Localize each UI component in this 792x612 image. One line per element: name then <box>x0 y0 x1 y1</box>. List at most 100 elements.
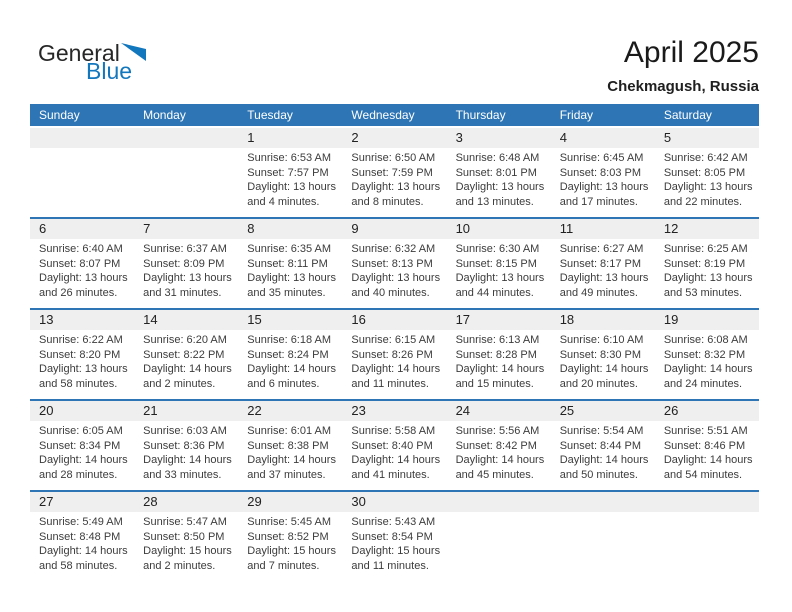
day-cell-7: 7 Sunrise: 6:37 AM Sunset: 8:09 PM Daylight… <box>134 219 239 308</box>
weekday-header-thursday: Thursday <box>455 108 506 122</box>
day-number: 16 <box>342 310 447 330</box>
day-number: 14 <box>134 310 239 330</box>
sunrise-text: Sunrise: 5:47 AM <box>143 516 227 528</box>
day-details: Sunrise: 6:35 AM Sunset: 8:11 PM Daylight:… <box>238 239 343 308</box>
day-details: Sunrise: 6:15 AM Sunset: 8:26 PM Daylight:… <box>342 330 447 399</box>
day-details: Sunrise: 5:45 AM Sunset: 8:52 PM Daylight:… <box>238 512 343 581</box>
sunrise-text: Sunrise: 6:01 AM <box>247 425 332 437</box>
day-number: 29 <box>238 492 343 512</box>
day-number: 3 <box>446 128 551 148</box>
day-number: 24 <box>446 401 551 421</box>
day-details <box>446 512 551 581</box>
day-details: Sunrise: 6:53 AM Sunset: 7:57 PM Daylight:… <box>238 148 343 217</box>
daylight-text: Daylight: 14 hours and 54 minutes. <box>663 454 753 481</box>
day-number: 26 <box>654 401 759 421</box>
day-number: 25 <box>550 401 655 421</box>
sunset-text: Sunset: 8:09 PM <box>143 257 225 270</box>
sunrise-text: Sunrise: 5:49 AM <box>39 516 123 528</box>
sunrise-text: Sunrise: 6:25 AM <box>663 243 748 255</box>
day-details: Sunrise: 6:32 AM Sunset: 8:13 PM Daylight:… <box>342 239 447 308</box>
day-details: Sunrise: 6:27 AM Sunset: 8:17 PM Daylight:… <box>550 239 655 308</box>
sunset-text: Sunset: 8:40 PM <box>351 439 433 452</box>
day-cell-21: 21 Sunrise: 6:03 AM Sunset: 8:36 PM Dayligh… <box>134 401 239 490</box>
day-details: Sunrise: 5:58 AM Sunset: 8:40 PM Daylight:… <box>342 421 447 490</box>
day-number <box>446 492 551 512</box>
day-cell-13: 13 Sunrise: 6:22 AM Sunset: 8:20 PM Dayligh… <box>30 310 135 399</box>
day-details <box>30 148 135 217</box>
sunset-text: Sunset: 8:52 PM <box>247 530 329 543</box>
day-cell-29: 29 Sunrise: 5:45 AM Sunset: 8:52 PM Dayligh… <box>238 492 343 581</box>
day-number: 7 <box>134 219 239 239</box>
sunrise-text: Sunrise: 6:03 AM <box>143 425 227 437</box>
daylight-text: Daylight: 13 hours and 22 minutes. <box>663 181 753 208</box>
sunset-text: Sunset: 8:07 PM <box>39 257 121 270</box>
day-details: Sunrise: 6:30 AM Sunset: 8:15 PM Daylight:… <box>446 239 551 308</box>
day-details: Sunrise: 6:40 AM Sunset: 8:07 PM Daylight:… <box>30 239 135 308</box>
sunset-text: Sunset: 8:01 PM <box>455 166 537 179</box>
sunrise-text: Sunrise: 6:42 AM <box>663 152 748 164</box>
day-number: 9 <box>342 219 447 239</box>
sunrise-text: Sunrise: 6:15 AM <box>351 334 436 346</box>
sunrise-text: Sunrise: 6:27 AM <box>559 243 644 255</box>
sunset-text: Sunset: 8:22 PM <box>143 348 225 361</box>
day-details: Sunrise: 6:13 AM Sunset: 8:28 PM Daylight:… <box>446 330 551 399</box>
day-details: Sunrise: 6:20 AM Sunset: 8:22 PM Daylight:… <box>134 330 239 399</box>
day-details: Sunrise: 6:03 AM Sunset: 8:36 PM Daylight:… <box>134 421 239 490</box>
daylight-text: Daylight: 13 hours and 53 minutes. <box>663 272 753 299</box>
weekday-header-row: Sunday Monday Tuesday Wednesday Thursday Frid… <box>30 104 759 126</box>
day-number: 12 <box>654 219 759 239</box>
day-details: Sunrise: 6:45 AM Sunset: 8:03 PM Daylight:… <box>550 148 655 217</box>
sunset-text: Sunset: 8:17 PM <box>559 257 642 270</box>
daylight-text: Daylight: 14 hours and 33 minutes. <box>143 454 232 481</box>
calendar-title-block: April 2025 Chekmagush, Russia <box>607 36 759 95</box>
day-details <box>134 148 239 217</box>
sunrise-text: Sunrise: 6:53 AM <box>247 152 332 164</box>
daylight-text: Daylight: 15 hours and 11 minutes. <box>351 545 441 572</box>
day-cell-19: 19 Sunrise: 6:08 AM Sunset: 8:32 PM Dayligh… <box>654 310 759 399</box>
day-details: Sunrise: 6:05 AM Sunset: 8:34 PM Daylight:… <box>30 421 135 490</box>
daylight-text: Daylight: 14 hours and 58 minutes. <box>39 545 128 572</box>
day-number <box>134 128 239 148</box>
day-cell-empty <box>654 492 759 581</box>
day-number: 20 <box>30 401 135 421</box>
daylight-text: Daylight: 14 hours and 41 minutes. <box>351 454 441 481</box>
logo-text-blue: Blue <box>86 58 133 84</box>
day-details: Sunrise: 5:54 AM Sunset: 8:44 PM Daylight:… <box>550 421 655 490</box>
day-cell-1: 1 Sunrise: 6:53 AM Sunset: 7:57 PM Daylight… <box>238 128 343 217</box>
daylight-text: Daylight: 13 hours and 31 minutes. <box>143 272 232 299</box>
daylight-text: Daylight: 15 hours and 2 minutes. <box>143 545 232 572</box>
sunrise-text: Sunrise: 6:40 AM <box>39 243 123 255</box>
sunrise-text: Sunrise: 6:18 AM <box>247 334 332 346</box>
location-subtitle: Chekmagush, Russia <box>607 78 759 95</box>
day-details: Sunrise: 6:01 AM Sunset: 8:38 PM Daylight:… <box>238 421 343 490</box>
day-details: Sunrise: 6:25 AM Sunset: 8:19 PM Daylight:… <box>654 239 759 308</box>
day-cell-empty <box>134 128 239 217</box>
day-number: 1 <box>238 128 343 148</box>
calendar-table: Sunday Monday Tuesday Wednesday Thursday Frid… <box>30 104 759 581</box>
sunrise-text: Sunrise: 5:56 AM <box>455 425 540 437</box>
calendar-grid: 1 Sunrise: 6:53 AM Sunset: 7:57 PM Daylight… <box>30 126 759 581</box>
day-cell-empty <box>30 128 135 217</box>
day-details: Sunrise: 6:22 AM Sunset: 8:20 PM Daylight:… <box>30 330 135 399</box>
daylight-text: Daylight: 13 hours and 58 minutes. <box>39 363 128 390</box>
week-row-1: 1 Sunrise: 6:53 AM Sunset: 7:57 PM Daylight… <box>30 126 759 217</box>
sunset-text: Sunset: 8:36 PM <box>143 439 225 452</box>
day-cell-24: 24 Sunrise: 5:56 AM Sunset: 8:42 PM Dayligh… <box>446 401 551 490</box>
daylight-text: Daylight: 14 hours and 15 minutes. <box>455 363 545 390</box>
day-number: 19 <box>654 310 759 330</box>
sunrise-text: Sunrise: 6:48 AM <box>455 152 540 164</box>
day-cell-18: 18 Sunrise: 6:10 AM Sunset: 8:30 PM Dayligh… <box>550 310 655 399</box>
sunset-text: Sunset: 8:42 PM <box>455 439 537 452</box>
sunrise-text: Sunrise: 5:51 AM <box>663 425 748 437</box>
sunset-text: Sunset: 8:03 PM <box>559 166 642 179</box>
daylight-text: Daylight: 13 hours and 26 minutes. <box>39 272 128 299</box>
day-cell-15: 15 Sunrise: 6:18 AM Sunset: 8:24 PM Dayligh… <box>238 310 343 399</box>
day-cell-9: 9 Sunrise: 6:32 AM Sunset: 8:13 PM Daylight… <box>342 219 447 308</box>
sunrise-text: Sunrise: 6:45 AM <box>559 152 644 164</box>
day-details: Sunrise: 6:10 AM Sunset: 8:30 PM Daylight:… <box>550 330 655 399</box>
sunset-text: Sunset: 7:59 PM <box>351 166 433 179</box>
day-number <box>550 492 655 512</box>
day-details: Sunrise: 6:18 AM Sunset: 8:24 PM Daylight:… <box>238 330 343 399</box>
day-cell-16: 16 Sunrise: 6:15 AM Sunset: 8:26 PM Dayligh… <box>342 310 447 399</box>
blue-triangle-icon <box>120 43 146 61</box>
